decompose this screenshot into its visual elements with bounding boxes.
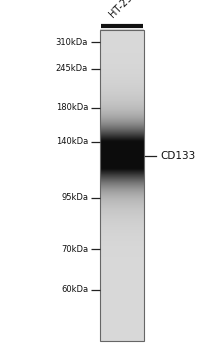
Text: 245kDa: 245kDa xyxy=(56,64,88,73)
Text: CD133: CD133 xyxy=(160,151,195,161)
Text: 180kDa: 180kDa xyxy=(56,103,88,112)
Text: 140kDa: 140kDa xyxy=(56,138,88,146)
Text: 70kDa: 70kDa xyxy=(61,245,88,254)
Text: 95kDa: 95kDa xyxy=(61,194,88,202)
Bar xyxy=(100,30,144,341)
Text: 310kDa: 310kDa xyxy=(56,38,88,47)
Text: 60kDa: 60kDa xyxy=(61,285,88,294)
Text: HT-29: HT-29 xyxy=(107,0,135,19)
